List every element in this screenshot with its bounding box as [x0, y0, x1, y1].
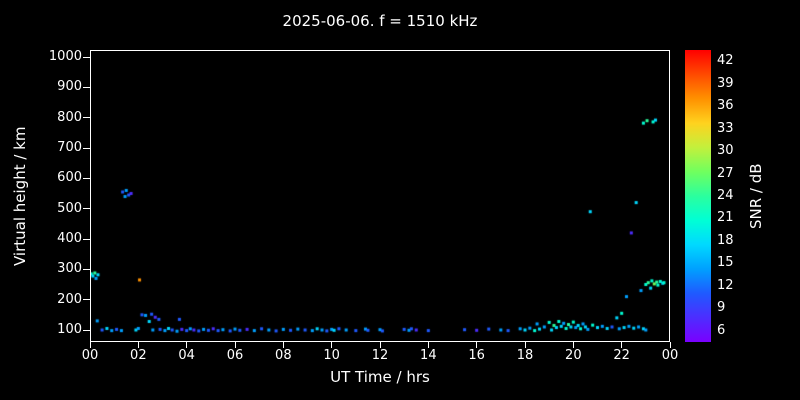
colorbar-tick-label: 36 — [717, 98, 734, 114]
y-tick-mark — [83, 329, 90, 331]
x-tick-label: 20 — [565, 348, 582, 363]
y-tick-label: 600 — [57, 170, 82, 186]
y-tick-mark — [83, 177, 90, 179]
colorbar-tick-label: 21 — [717, 210, 734, 226]
x-tick-mark — [476, 342, 478, 348]
y-axis-label: Virtual height / km — [11, 126, 29, 266]
colorbar-tick-label: 33 — [717, 120, 734, 136]
x-tick-mark — [572, 342, 574, 348]
x-tick-label: 14 — [420, 348, 437, 363]
x-tick-label: 22 — [613, 348, 630, 363]
colorbar-tick-label: 39 — [717, 75, 734, 91]
x-tick-mark — [621, 342, 623, 348]
colorbar-tick-label: 27 — [717, 165, 734, 181]
y-tick-label: 500 — [57, 200, 82, 216]
x-tick-label: 10 — [323, 348, 340, 363]
x-tick-label: 00 — [81, 348, 99, 363]
x-tick-label: 08 — [275, 348, 292, 363]
y-tick-label: 300 — [57, 261, 82, 277]
x-axis-label: UT Time / hrs — [330, 368, 430, 386]
scatter-canvas — [91, 51, 669, 341]
y-tick-mark — [83, 238, 90, 240]
x-tick-mark — [186, 342, 188, 348]
y-tick-label: 200 — [57, 291, 82, 307]
colorbar-tick-label: 9 — [717, 300, 726, 316]
colorbar — [685, 50, 711, 342]
colorbar-tick-label: 15 — [717, 255, 734, 271]
x-tick-label: 06 — [226, 348, 244, 363]
y-tick-mark — [83, 299, 90, 301]
x-tick-label: 02 — [130, 348, 147, 363]
y-tick-mark — [83, 147, 90, 149]
x-tick-mark — [234, 342, 236, 348]
colorbar-tick-label: 6 — [717, 322, 726, 338]
x-tick-mark — [379, 342, 381, 348]
y-tick-mark — [83, 86, 90, 88]
y-tick-label: 900 — [57, 79, 82, 95]
y-tick-label: 700 — [57, 140, 82, 155]
chart-title: 2025-06-06. f = 1510 kHz — [282, 12, 478, 30]
x-tick-mark — [137, 342, 139, 348]
y-tick-label: 1000 — [48, 49, 82, 64]
x-tick-mark — [427, 342, 429, 348]
y-tick-label: 100 — [57, 322, 82, 337]
y-tick-label: 800 — [57, 109, 82, 125]
colorbar-tick-label: 12 — [717, 277, 734, 293]
x-tick-mark — [669, 342, 671, 348]
colorbar-tick-label: 24 — [717, 188, 734, 203]
x-tick-label: 04 — [178, 348, 195, 363]
colorbar-tick-label: 30 — [717, 143, 734, 159]
x-tick-label: 00 — [661, 348, 679, 363]
x-tick-mark — [282, 342, 284, 348]
x-tick-label: 12 — [371, 348, 389, 363]
y-tick-label: 400 — [57, 231, 82, 246]
x-tick-label: 16 — [468, 348, 485, 363]
y-tick-mark — [83, 268, 90, 270]
x-tick-mark — [331, 342, 333, 348]
x-tick-mark — [89, 342, 91, 348]
y-tick-mark — [83, 56, 90, 58]
x-tick-mark — [524, 342, 526, 348]
colorbar-tick-label: 42 — [717, 53, 734, 69]
colorbar-label: SNR / dB — [747, 163, 765, 229]
colorbar-tick-label: 18 — [717, 232, 734, 248]
y-tick-mark — [83, 208, 90, 210]
y-tick-mark — [83, 117, 90, 119]
x-tick-label: 18 — [516, 348, 534, 363]
